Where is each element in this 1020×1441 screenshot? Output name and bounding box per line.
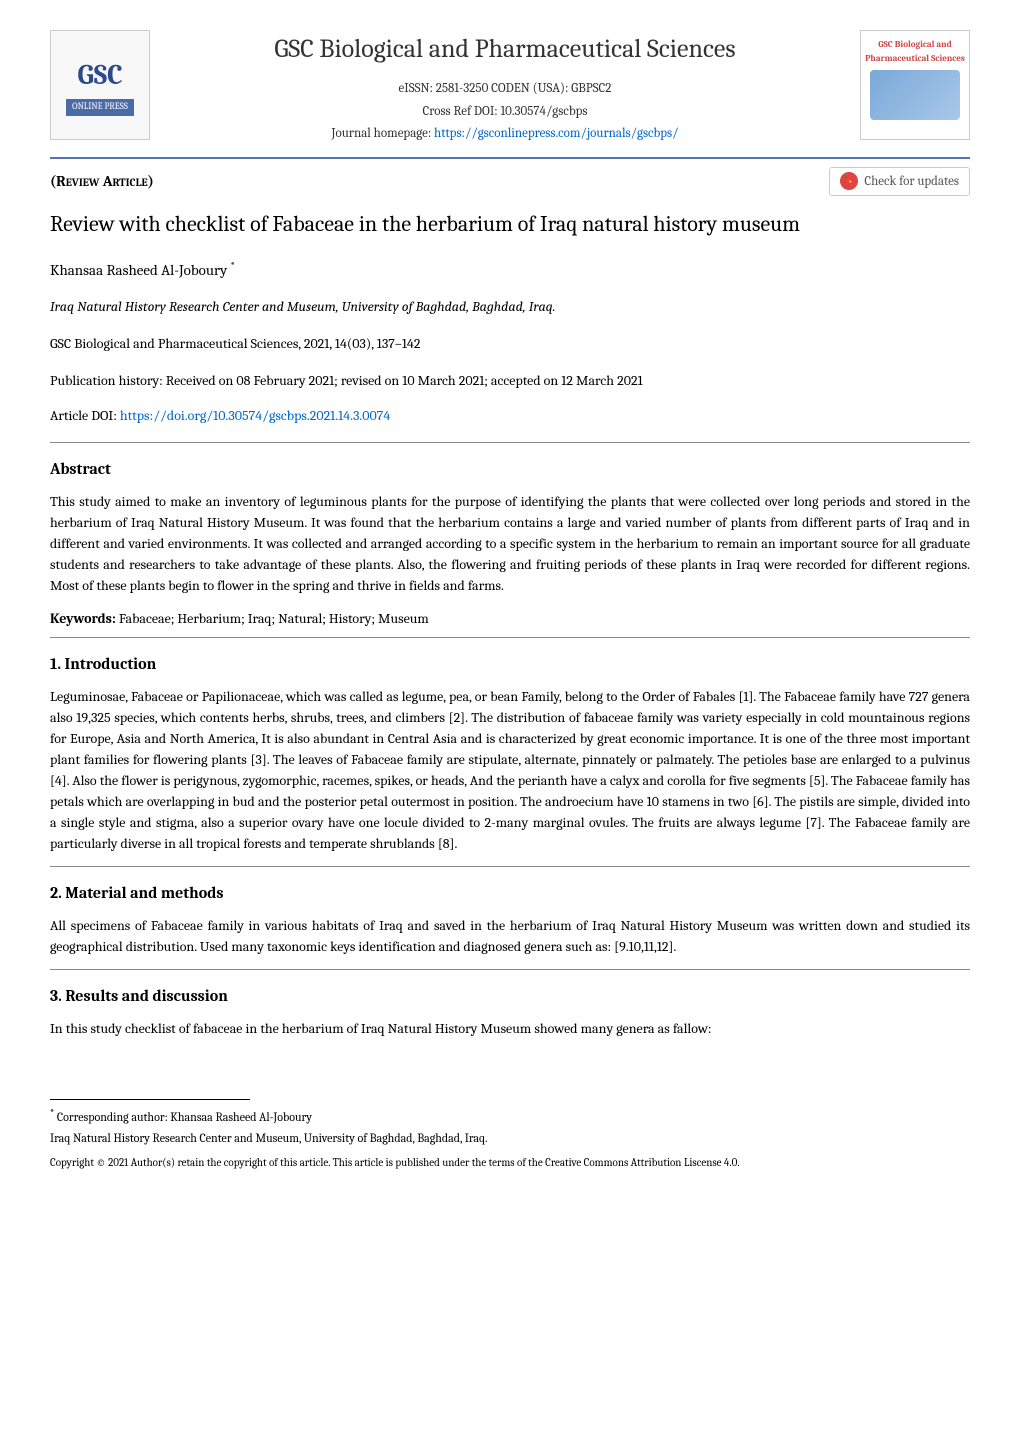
doi-link[interactable]: https://doi.org/10.30574/gscbps.2021.14.… bbox=[120, 407, 390, 424]
corresponding-author-line: * Corresponding author: Khansaa Rasheed … bbox=[50, 1106, 970, 1126]
author-affiliation: Iraq Natural History Research Center and… bbox=[50, 296, 970, 317]
doi-line: Article DOI: https://doi.org/10.30574/gs… bbox=[50, 405, 970, 426]
doi-label: Article DOI: bbox=[50, 407, 120, 424]
divider bbox=[50, 442, 970, 443]
author-asterisk: * bbox=[231, 260, 235, 272]
author-name: Khansaa Rasheed Al-Joboury * bbox=[50, 259, 970, 282]
corresponding-author: Khansaa Rasheed Al-Joboury bbox=[170, 1110, 312, 1124]
homepage-label: Journal homepage: bbox=[332, 126, 435, 141]
journal-cover-thumbnail: GSC Biological and Pharmaceutical Scienc… bbox=[860, 30, 970, 140]
logo-press-text: ONLINE PRESS bbox=[66, 99, 134, 117]
copyright-text: Copyright © 2021 Author(s) retain the co… bbox=[50, 1155, 970, 1172]
eissn-line: eISSN: 2581-3250 CODEN (USA): GBPSC2 bbox=[165, 79, 845, 99]
journal-header: GSC ONLINE PRESS GSC Biological and Phar… bbox=[50, 30, 970, 159]
keywords-label: Keywords: bbox=[50, 610, 119, 627]
homepage-line: Journal homepage: https://gsconlinepress… bbox=[165, 124, 845, 144]
abstract-heading: Abstract bbox=[50, 457, 970, 481]
publication-history: Publication history: Received on 08 Febr… bbox=[50, 370, 970, 391]
methods-heading: 2. Material and methods bbox=[50, 881, 970, 905]
divider bbox=[50, 969, 970, 970]
homepage-link[interactable]: https://gsconlinepress.com/journals/gscb… bbox=[434, 126, 678, 141]
author-text: Khansaa Rasheed Al-Joboury bbox=[50, 261, 231, 279]
introduction-heading: 1. Introduction bbox=[50, 652, 970, 676]
keywords-text: Fabaceae; Herbarium; Iraq; Natural; Hist… bbox=[119, 610, 429, 627]
corresponding-label: Corresponding author: bbox=[54, 1110, 170, 1124]
results-heading: 3. Results and discussion bbox=[50, 984, 970, 1008]
check-updates-button[interactable]: 🔖 Check for updates bbox=[829, 167, 970, 197]
header-center: GSC Biological and Pharmaceutical Scienc… bbox=[165, 30, 845, 147]
introduction-text: Leguminosae, Fabaceae or Papilionaceae, … bbox=[50, 686, 970, 854]
citation-info: GSC Biological and Pharmaceutical Scienc… bbox=[50, 333, 970, 354]
crossref-line: Cross Ref DOI: 10.30574/gscbps bbox=[165, 102, 845, 122]
check-updates-label: Check for updates bbox=[864, 172, 959, 192]
sub-header-row: (Review Article) 🔖 Check for updates bbox=[50, 167, 970, 197]
logo-gsc-text: GSC bbox=[77, 54, 122, 96]
methods-text: All specimens of Fabaceae family in vari… bbox=[50, 915, 970, 957]
publisher-logo-left: GSC ONLINE PRESS bbox=[50, 30, 150, 140]
bookmark-icon: 🔖 bbox=[840, 172, 858, 190]
divider bbox=[50, 866, 970, 867]
journal-title: GSC Biological and Pharmaceutical Scienc… bbox=[165, 30, 845, 69]
keywords-line: Keywords: Fabaceae; Herbarium; Iraq; Nat… bbox=[50, 608, 970, 629]
article-title: Review with checklist of Fabaceae in the… bbox=[50, 208, 970, 241]
results-text: In this study checklist of fabaceae in t… bbox=[50, 1018, 970, 1039]
abstract-text: This study aimed to make an inventory of… bbox=[50, 491, 970, 596]
article-type-tag: (Review Article) bbox=[50, 170, 154, 193]
cover-image-box bbox=[870, 70, 960, 120]
page-footer: * Corresponding author: Khansaa Rasheed … bbox=[50, 1099, 970, 1172]
footer-divider bbox=[50, 1099, 250, 1100]
divider bbox=[50, 637, 970, 638]
cover-mid-text: GSC Biological and Pharmaceutical Scienc… bbox=[865, 39, 965, 66]
footer-affiliation: Iraq Natural History Research Center and… bbox=[50, 1129, 970, 1147]
